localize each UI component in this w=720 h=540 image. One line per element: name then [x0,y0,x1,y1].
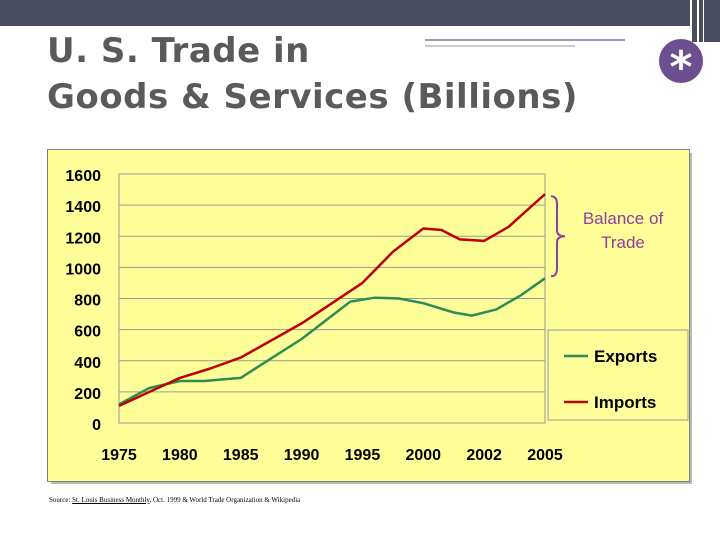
legend-label-imports: Imports [594,393,656,412]
source-citation: Source: St. Louis Business Monthly, Oct.… [49,496,300,504]
y-tick-label: 0 [92,417,101,434]
y-tick-label: 400 [74,355,101,372]
line-chart: 0 200 400 600 800 1000 1200 1400 1600 1975 1980 198… [65,168,689,464]
source-publication: St. Louis Business Monthly [72,496,150,504]
y-tick-label: 1000 [65,261,101,278]
x-tick-label: 2000 [405,447,441,464]
series-line-exports [118,277,546,406]
x-tick-label: 1985 [223,447,259,464]
asterisk-icon: * [659,39,703,93]
x-tick-label: 1995 [345,447,381,464]
series-line-imports [118,193,546,408]
y-tick-label: 600 [74,324,101,341]
title-accent-line [425,45,575,47]
y-tick-label: 1600 [65,168,101,185]
y-tick-label: 800 [74,293,101,310]
balance-bracket [550,195,566,278]
chart-area: 0 200 400 600 800 1000 1200 1400 1600 1975 1980 198… [47,149,690,482]
x-tick-label: 2005 [527,447,563,464]
title-accent-line [425,39,625,41]
x-tick-label: 2002 [466,447,502,464]
legend-label-exports: Exports [594,347,657,366]
x-tick-label: 1980 [162,447,198,464]
slide-title: U. S. Trade in Goods & Services (Billion… [47,31,578,117]
header-bar-cap [692,0,720,42]
x-tick-label: 1975 [101,447,137,464]
header-divider [697,0,699,42]
header-divider [703,0,704,42]
annotation-trade: Trade [601,233,645,252]
source-prefix: Source: [49,496,73,504]
header-bar [0,0,690,26]
y-tick-label: 1400 [65,199,101,216]
source-suffix: , Oct. 1999 & World Trade Organization &… [149,496,301,504]
annotation-balance-of-trade: Balance of [583,209,664,228]
y-tick-label: 200 [74,386,101,403]
legend-box [547,329,689,421]
y-tick-label: 1200 [65,230,101,247]
x-tick-label: 1990 [284,447,320,464]
